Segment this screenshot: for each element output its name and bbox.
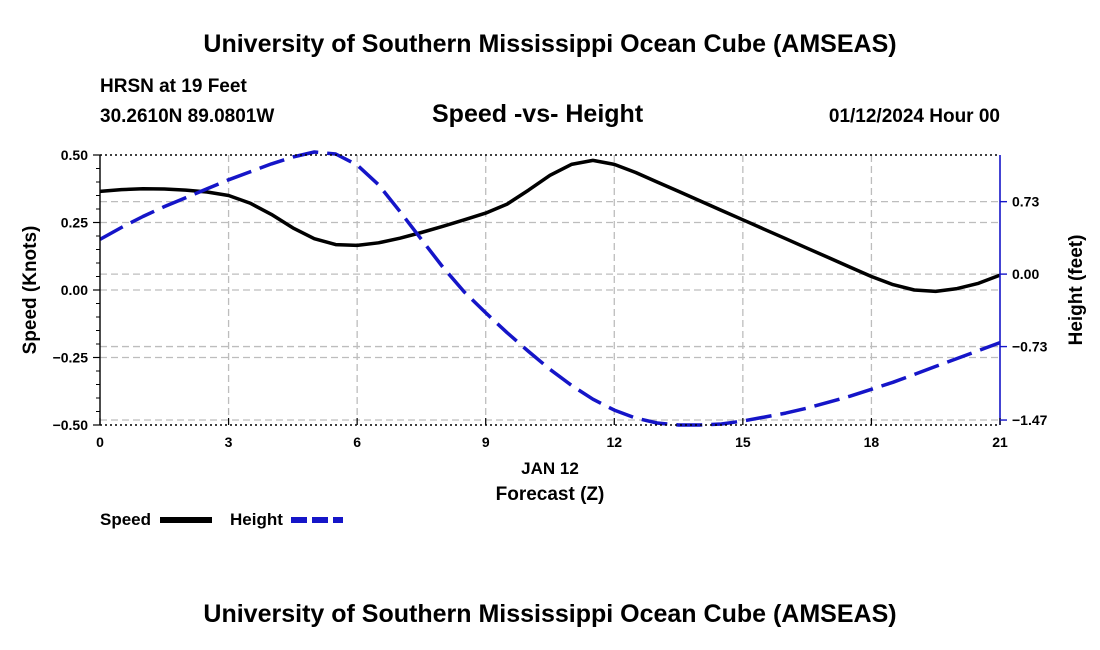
chart: 0 3 6 9 12 15 18 21 0.50 0.25 0.00 −0.25 −0.50 0.73 0.… bbox=[20, 147, 1087, 529]
y-left-tick-label-0: 0.50 bbox=[61, 147, 88, 163]
x-tick-label-3: 3 bbox=[225, 434, 233, 450]
station-label: HRSN at 19 Feet bbox=[100, 76, 247, 97]
x-tick-label-9: 9 bbox=[482, 434, 490, 450]
x-tick-label-0: 0 bbox=[96, 434, 104, 450]
legend: Speed Height bbox=[100, 510, 343, 529]
series-line-height bbox=[99, 150, 1001, 427]
y-left-tick-label-3: −0.25 bbox=[53, 350, 89, 366]
chart-ticks: 0 3 6 9 12 15 18 21 0.50 0.25 0.00 −0.25 −0.50 0.73 0.… bbox=[53, 147, 1048, 450]
x-axis-date-label: JAN 12 bbox=[521, 459, 579, 478]
y-axis-left-label: Speed (Knots) bbox=[20, 226, 41, 355]
chart-series bbox=[99, 150, 1001, 427]
series-line-speed bbox=[99, 158, 1001, 294]
chart-grid bbox=[100, 155, 1000, 425]
x-tick-label-12: 12 bbox=[606, 434, 622, 450]
x-tick-label-18: 18 bbox=[864, 434, 880, 450]
y-right-tick-label-3: −1.47 bbox=[1012, 412, 1048, 428]
legend-label-speed: Speed bbox=[100, 510, 151, 529]
x-tick-label-21: 21 bbox=[992, 434, 1008, 450]
chart-subtitle: Speed -vs- Height bbox=[432, 100, 644, 128]
forecast-datetime: 01/12/2024 Hour 00 bbox=[828, 106, 1000, 127]
y-right-tick-label-0: 0.73 bbox=[1012, 194, 1039, 210]
x-axis-label: Forecast (Z) bbox=[496, 484, 605, 505]
y-left-tick-label-2: 0.00 bbox=[61, 282, 88, 298]
chart-title-bottom: University of Southern Mississippi Ocean… bbox=[203, 600, 897, 628]
legend-label-height: Height bbox=[230, 510, 283, 529]
station-coordinates: 30.2610N 89.0801W bbox=[100, 106, 275, 127]
chart-title-top: University of Southern Mississippi Ocean… bbox=[203, 30, 897, 58]
y-left-tick-label-1: 0.25 bbox=[61, 215, 88, 231]
y-right-tick-label-1: 0.00 bbox=[1012, 266, 1039, 282]
x-tick-label-6: 6 bbox=[353, 434, 361, 450]
y-axis-right-label: Height (feet) bbox=[1066, 235, 1087, 346]
y-right-tick-label-2: −0.73 bbox=[1012, 339, 1048, 355]
x-tick-label-15: 15 bbox=[735, 434, 751, 450]
y-left-tick-label-4: −0.50 bbox=[53, 417, 89, 433]
